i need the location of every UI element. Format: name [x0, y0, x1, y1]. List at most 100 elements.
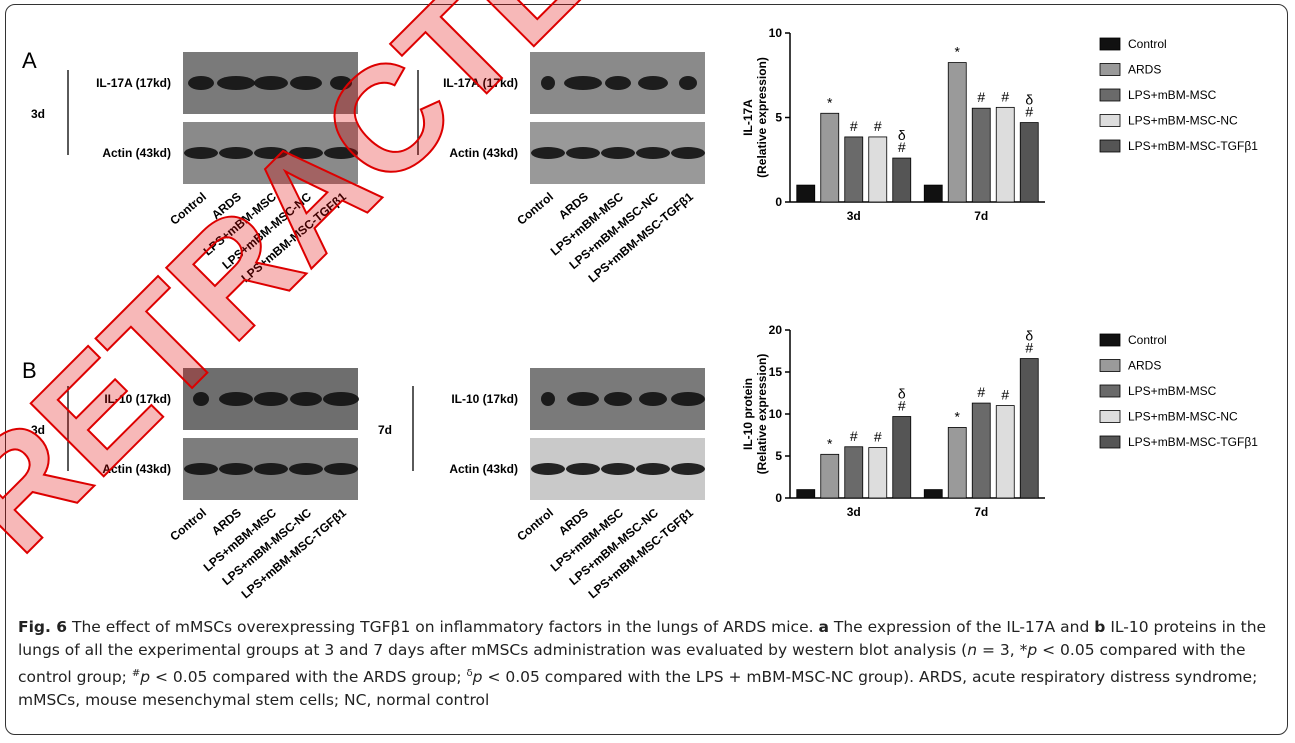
blot-band	[254, 463, 288, 475]
blot-band	[601, 147, 635, 159]
legend-label: LPS+mBM-MSC	[1128, 88, 1217, 102]
caption-text: a	[818, 618, 828, 636]
bar	[821, 454, 839, 498]
blot-band	[219, 463, 253, 475]
caption-text: n	[967, 641, 977, 659]
significance-marker: #	[1025, 340, 1033, 356]
page: {"watermark": "RETRACTED", "lanes": ["Co…	[0, 0, 1295, 743]
y-tick-label: 10	[769, 407, 783, 421]
legend-swatch	[1100, 89, 1120, 101]
blot-time: 3d	[31, 107, 45, 121]
x-tick-label: 3d	[847, 505, 861, 519]
figure: ABIL-17A (17kd)Actin (43kd)3dControlARDS…	[0, 0, 1295, 610]
blot-band	[188, 76, 214, 90]
legend-swatch	[1100, 64, 1120, 76]
legend-swatch	[1100, 334, 1120, 346]
significance-marker: *	[955, 44, 961, 60]
blot-band	[254, 392, 288, 406]
legend-label: LPS+mBM-MSC-TGFβ1	[1128, 139, 1258, 153]
x-tick-label: 3d	[847, 209, 861, 223]
blot-band	[671, 392, 705, 406]
blot-band	[564, 76, 602, 90]
blot-band	[638, 76, 668, 90]
caption-text: The expression of the IL-17A and	[829, 618, 1094, 636]
blot-row-label: Actin (43kd)	[449, 462, 518, 476]
legend-label: Control	[1128, 37, 1167, 51]
significance-marker: *	[827, 94, 833, 110]
caption-text: b	[1094, 618, 1105, 636]
significance-marker: #	[1001, 387, 1009, 403]
caption-text: p	[140, 668, 150, 686]
blot-band	[601, 463, 635, 475]
legend-swatch	[1100, 38, 1120, 50]
legend-label: LPS+mBM-MSC-NC	[1128, 410, 1238, 424]
bar	[893, 158, 911, 202]
legend-label: ARDS	[1128, 359, 1161, 373]
significance-marker: #	[874, 429, 882, 445]
y-axis-label: IL-17A	[741, 99, 755, 136]
y-axis-label: IL-10 protein	[741, 378, 755, 450]
significance-marker: *	[955, 408, 961, 424]
blot-time: 7d	[378, 423, 392, 437]
legend-swatch	[1100, 140, 1120, 152]
bar	[948, 63, 966, 202]
significance-marker: #	[850, 428, 858, 444]
significance-marker: #	[1001, 88, 1009, 104]
blot-band	[324, 463, 358, 475]
blot-band	[254, 76, 288, 90]
caption-text: < 0.05 compared with the ARDS group;	[150, 668, 466, 686]
bar	[797, 185, 815, 202]
y-tick-label: 0	[775, 491, 782, 505]
blot-band	[217, 76, 255, 90]
blot-band	[567, 392, 599, 406]
blot-row-label: Actin (43kd)	[102, 146, 171, 160]
lane-label: Control	[514, 190, 556, 228]
blot-band	[636, 147, 670, 159]
caption: Fig. 6 The effect of mMSCs overexpressin…	[18, 616, 1280, 712]
blot-row-label: IL-17A (17kd)	[96, 76, 171, 90]
significance-marker: #	[1025, 104, 1033, 120]
bar	[972, 108, 990, 202]
significance-marker: #	[977, 89, 985, 105]
bar	[869, 448, 887, 498]
blot-band	[671, 463, 705, 475]
y-tick-label: 0	[775, 195, 782, 209]
lane-label: Control	[167, 506, 209, 544]
bar	[996, 406, 1014, 498]
significance-marker: #	[977, 384, 985, 400]
bar	[845, 137, 863, 202]
legend-label: LPS+mBM-MSC-TGFβ1	[1128, 435, 1258, 449]
bar	[821, 113, 839, 202]
y-axis-label: (Relative expression)	[755, 57, 769, 178]
blot-band	[679, 76, 697, 90]
legend-label: ARDS	[1128, 63, 1161, 77]
legend-swatch	[1100, 115, 1120, 127]
y-tick-label: 5	[775, 449, 782, 463]
blot-band	[323, 392, 359, 406]
caption-text: p	[473, 668, 483, 686]
bar	[948, 427, 966, 498]
significance-marker: #	[898, 398, 906, 414]
legend-swatch	[1100, 385, 1120, 397]
bar	[845, 447, 863, 498]
bar	[1020, 359, 1038, 498]
y-tick-label: 20	[769, 323, 783, 337]
blot-band	[184, 147, 218, 159]
blot-row-label: IL-10 (17kd)	[451, 392, 518, 406]
caption-text: p	[1027, 641, 1037, 659]
legend-label: LPS+mBM-MSC-NC	[1128, 114, 1238, 128]
bar	[924, 185, 942, 202]
y-tick-label: 15	[769, 365, 783, 379]
y-tick-label: 5	[775, 111, 782, 125]
bar	[924, 490, 942, 498]
legend-swatch	[1100, 360, 1120, 372]
significance-marker: #	[850, 118, 858, 134]
legend-label: LPS+mBM-MSC	[1128, 384, 1217, 398]
bar	[972, 403, 990, 498]
blot-band	[639, 392, 667, 406]
y-axis-label: (Relative expression)	[755, 354, 769, 475]
y-tick-label: 10	[769, 26, 783, 40]
blot-band	[290, 392, 322, 406]
caption-label: Fig. 6	[18, 618, 67, 636]
legend-swatch	[1100, 436, 1120, 448]
